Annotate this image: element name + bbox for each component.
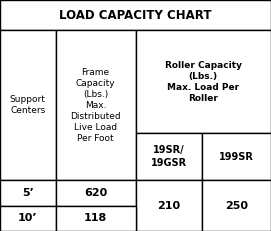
Text: 19SR/
19GSR: 19SR/ 19GSR [151,145,187,168]
Text: 10’: 10’ [18,213,38,223]
Text: Roller Capacity
(Lbs.)
Max. Load Per
Roller: Roller Capacity (Lbs.) Max. Load Per Rol… [165,61,242,103]
Bar [0,30,56,180]
Bar [202,133,271,180]
Bar [0,0,271,30]
Text: 620: 620 [84,188,107,198]
Bar [0,180,56,206]
Bar [56,30,136,180]
Bar [136,133,202,180]
Bar [56,180,136,206]
Bar [56,206,136,231]
Text: 250: 250 [225,201,248,211]
Text: 199SR: 199SR [219,152,254,161]
Bar [136,30,271,133]
Text: Frame
Capacity
(Lbs.)
Max.
Distributed
Live Load
Per Foot: Frame Capacity (Lbs.) Max. Distributed L… [70,67,121,143]
Bar [202,180,271,231]
Text: Support
Centers: Support Centers [10,95,46,116]
Text: 5’: 5’ [22,188,34,198]
Text: 118: 118 [84,213,107,223]
Bar [136,180,202,231]
Text: LOAD CAPACITY CHART: LOAD CAPACITY CHART [59,9,212,22]
Text: 210: 210 [157,201,180,211]
Bar [0,206,56,231]
